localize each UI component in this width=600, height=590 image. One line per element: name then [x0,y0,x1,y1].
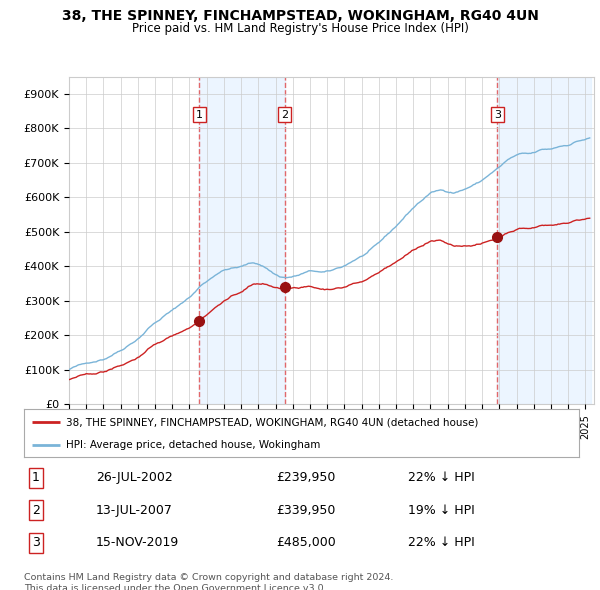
Text: 15-NOV-2019: 15-NOV-2019 [96,536,179,549]
Text: 19% ↓ HPI: 19% ↓ HPI [408,504,475,517]
Text: 38, THE SPINNEY, FINCHAMPSTEAD, WOKINGHAM, RG40 4UN (detached house): 38, THE SPINNEY, FINCHAMPSTEAD, WOKINGHA… [65,417,478,427]
Text: HPI: Average price, detached house, Wokingham: HPI: Average price, detached house, Woki… [65,440,320,450]
Bar [199,77,284,404]
Text: 26-JUL-2002: 26-JUL-2002 [96,471,173,484]
Text: 13-JUL-2007: 13-JUL-2007 [96,504,173,517]
Bar [497,77,590,404]
Text: 3: 3 [32,536,40,549]
Text: £339,950: £339,950 [276,504,335,517]
Text: Price paid vs. HM Land Registry's House Price Index (HPI): Price paid vs. HM Land Registry's House … [131,22,469,35]
Text: 38, THE SPINNEY, FINCHAMPSTEAD, WOKINGHAM, RG40 4UN: 38, THE SPINNEY, FINCHAMPSTEAD, WOKINGHA… [62,9,538,23]
Text: 22% ↓ HPI: 22% ↓ HPI [408,471,475,484]
Text: £485,000: £485,000 [276,536,336,549]
Text: 1: 1 [32,471,40,484]
Text: 2: 2 [281,110,288,120]
Text: £239,950: £239,950 [276,471,335,484]
Text: 1: 1 [196,110,203,120]
Text: Contains HM Land Registry data © Crown copyright and database right 2024.
This d: Contains HM Land Registry data © Crown c… [24,573,394,590]
Text: 3: 3 [494,110,501,120]
Text: 2: 2 [32,504,40,517]
Text: 22% ↓ HPI: 22% ↓ HPI [408,536,475,549]
